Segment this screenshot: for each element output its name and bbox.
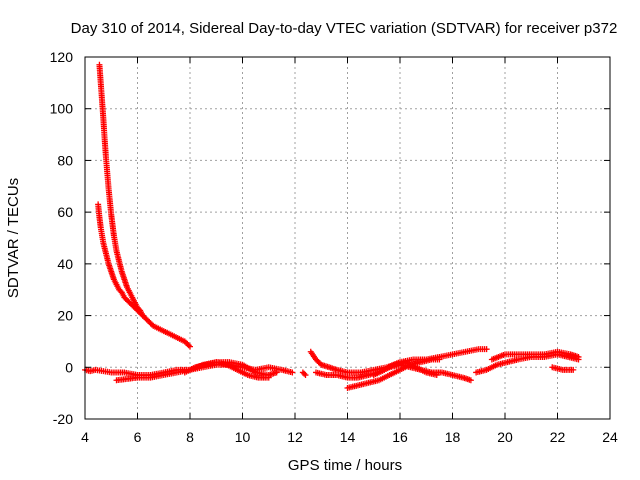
y-tick-label: 100: [50, 101, 74, 117]
x-tick-label: 10: [235, 429, 251, 445]
series-track-g: [370, 359, 440, 379]
series-decay-track-lower: [95, 201, 146, 319]
data-series: [82, 61, 582, 391]
x-tick-label: 20: [497, 429, 513, 445]
x-tick-label: 22: [550, 429, 566, 445]
y-tick-label: 0: [65, 359, 73, 375]
data-point-marker: [185, 342, 192, 349]
x-tick-label: 14: [340, 429, 356, 445]
data-point-marker: [273, 369, 280, 376]
y-tick-label: -20: [53, 411, 73, 427]
data-point-marker: [265, 374, 272, 381]
x-tick-label: 12: [287, 429, 303, 445]
x-tick-label: 16: [392, 429, 408, 445]
x-tick-label: 8: [186, 429, 194, 445]
series-track-i: [488, 348, 582, 363]
data-point-marker: [139, 312, 146, 319]
data-point-marker: [483, 346, 490, 353]
series-isolated-points: [299, 369, 309, 379]
data-point-marker: [187, 343, 193, 350]
series-decay-track-upper: [96, 61, 193, 350]
y-tick-label: 60: [57, 204, 73, 220]
y-tick-label: 80: [57, 152, 73, 168]
x-tick-label: 4: [81, 429, 89, 445]
x-axis-title: GPS time / hours: [288, 457, 402, 474]
data-point-marker: [301, 370, 308, 377]
chart-title: Day 310 of 2014, Sidereal Day-to-day VTE…: [71, 20, 618, 37]
x-tick-label: 24: [602, 429, 618, 445]
data-point-marker: [138, 311, 145, 318]
x-tick-label: 18: [445, 429, 461, 445]
data-point-marker: [302, 372, 309, 379]
y-tick-label: 20: [57, 308, 73, 324]
series-track-j: [549, 364, 577, 373]
x-tick-label: 6: [134, 429, 142, 445]
y-tick-label: 120: [50, 49, 74, 65]
y-axis-title: SDTVAR / TECUs: [5, 178, 22, 298]
data-point-marker: [148, 321, 155, 328]
data-point-marker: [575, 353, 582, 360]
grid: [85, 57, 610, 419]
data-point-marker: [467, 377, 474, 384]
data-point-marker: [570, 366, 577, 373]
data-point-marker: [117, 288, 124, 295]
series-track-c: [181, 359, 272, 381]
y-tick-label: 40: [57, 256, 73, 272]
data-point-marker: [289, 369, 296, 376]
ticks: 4 6 8 10 12 14 16 18 20 22 24 -20 0 20 40 60 80 100 120: [50, 49, 618, 445]
data-point-marker: [433, 372, 440, 379]
data-point-marker: [436, 356, 443, 363]
